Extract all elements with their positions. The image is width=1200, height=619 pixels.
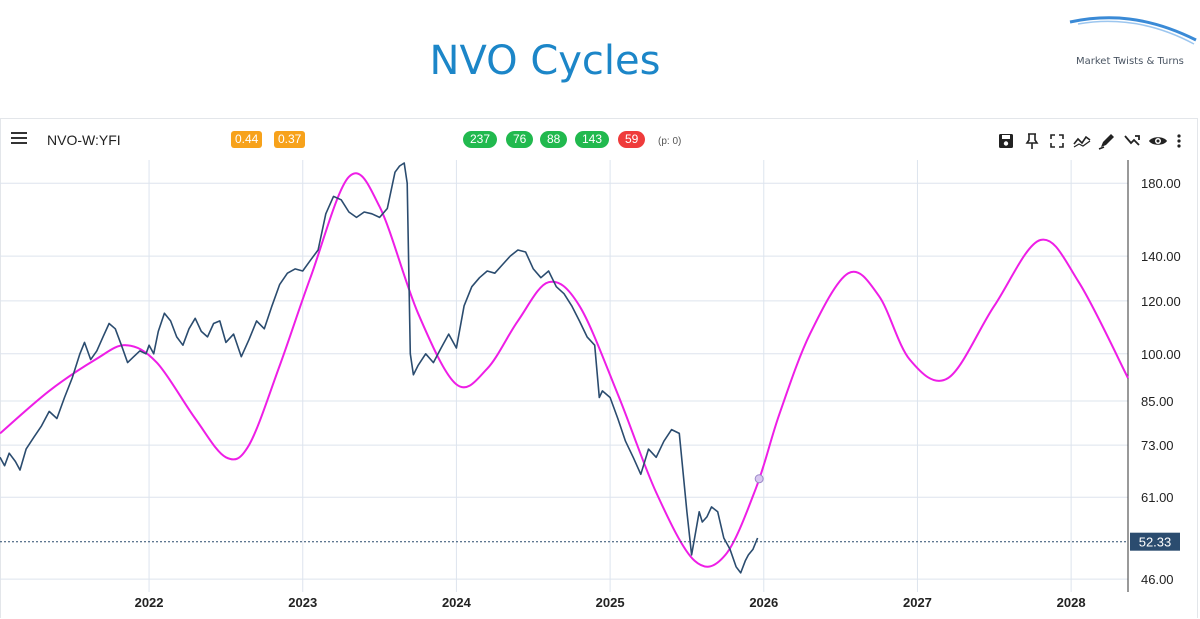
cycle-projection-line [0, 172, 1129, 568]
brand-name: Market Twists & Turns [1076, 56, 1184, 67]
x-tick-label: 2026 [749, 595, 778, 610]
count-badge: 76 [506, 131, 534, 148]
price-series-line [0, 162, 759, 574]
brand-swoosh-icon [1069, 16, 1197, 45]
x-tick-label: 2024 [442, 595, 472, 610]
eye-icon[interactable] [1148, 132, 1168, 152]
series-layer [0, 162, 1129, 574]
count-badge-negative: 59 [618, 131, 646, 148]
more-icon[interactable] [1174, 132, 1194, 152]
y-tick-label: 85.00 [1141, 394, 1174, 409]
y-tick-label: 73.00 [1141, 438, 1174, 453]
y-tick-label: 180.00 [1141, 176, 1181, 191]
count-badge: 88 [540, 131, 568, 148]
last-price-marker: 52.33 [0, 532, 1180, 551]
page-title: NVO Cycles [429, 38, 661, 84]
last-price-label: 52.33 [1139, 535, 1172, 550]
count-badge: 237 [463, 131, 498, 148]
menu-icon[interactable] [11, 132, 27, 144]
x-tick-label: 2027 [903, 595, 932, 610]
x-axis-labels: 2022 2023 2024 2025 2026 2027 2028 [135, 595, 1086, 610]
x-tick-label: 2022 [135, 595, 164, 610]
grid-lines [0, 160, 1128, 592]
y-tick-label: 61.00 [1141, 490, 1174, 505]
draw-icon[interactable] [1098, 132, 1118, 152]
x-tick-label: 2023 [288, 595, 317, 610]
last-price-badge [1130, 532, 1180, 551]
y-tick-label: 100.00 [1141, 347, 1181, 362]
cycle-marker-dot[interactable] [754, 474, 764, 484]
y-tick-label: 46.00 [1141, 572, 1174, 587]
compare-icon[interactable] [1123, 132, 1143, 152]
y-tick-label: 120.00 [1141, 294, 1181, 309]
x-tick-label: 2028 [1057, 595, 1086, 610]
pin-icon[interactable] [1023, 132, 1043, 152]
x-tick-label: 2025 [596, 595, 625, 610]
count-badge: 143 [575, 131, 610, 148]
fullscreen-icon[interactable] [1048, 132, 1068, 152]
y-tick-label: 140.00 [1141, 249, 1181, 264]
chart-toolbar: NVO-W:YFI 0.44 0.37 237 76 88 143 59 (p:… [1, 119, 1199, 161]
indicator-badge[interactable]: 0.44 [231, 131, 263, 148]
p-value-label: (p: 0) [658, 136, 682, 147]
indicator-badge[interactable]: 0.37 [274, 131, 306, 148]
ticker-label[interactable]: NVO-W:YFI [47, 132, 121, 148]
indicator-icon[interactable] [1073, 132, 1093, 152]
chart-panel: NVO-W:YFI 0.44 0.37 237 76 88 143 59 (p:… [0, 118, 1198, 618]
brand-logo: Market Twists & Turns [1060, 10, 1200, 80]
save-icon[interactable] [997, 132, 1017, 152]
y-axis-labels: 180.00 140.00 120.00 100.00 85.00 73.00 61.00 4… [1141, 176, 1181, 587]
